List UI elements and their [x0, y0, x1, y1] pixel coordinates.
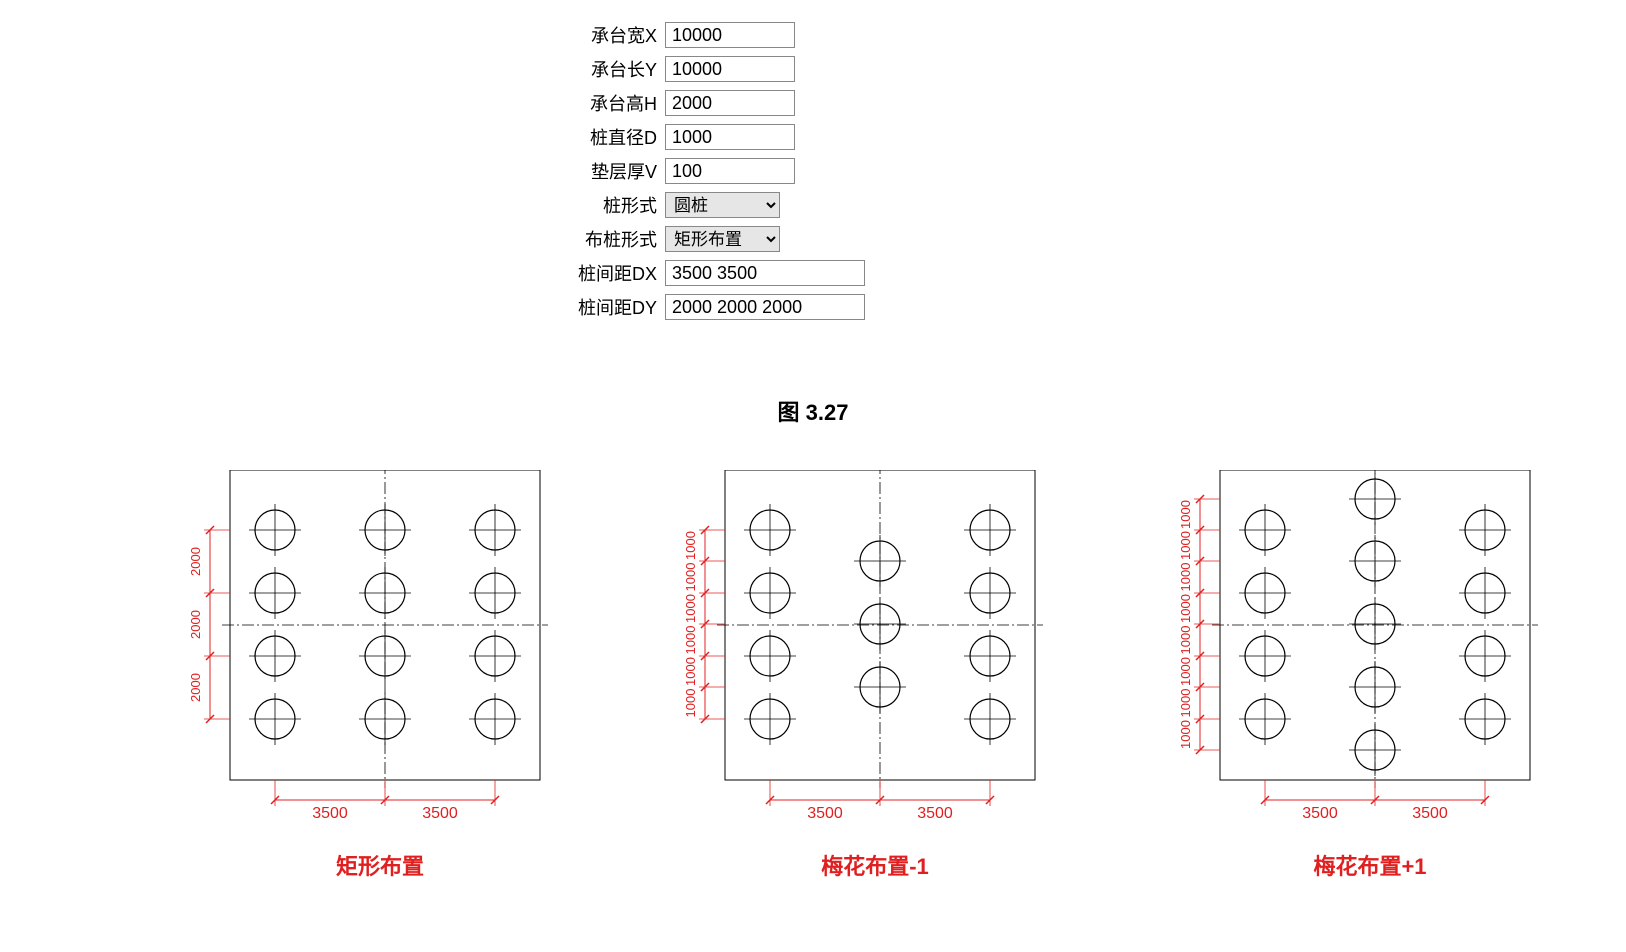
diagram-caption: 梅花布置+1 [1313, 849, 1426, 881]
form-row: 垫层厚V [555, 156, 955, 186]
form-row: 布桩形式矩形布置 [555, 224, 955, 254]
svg-text:1000: 1000 [1178, 626, 1193, 655]
diagram-svg: 3500 3500 1000 1000 1000 1000 1000 1000 1000 1000 [1160, 470, 1580, 845]
form-row: 桩直径D [555, 122, 955, 152]
svg-text:3500: 3500 [807, 805, 843, 822]
svg-text:3500: 3500 [422, 805, 458, 822]
diagram-svg: 3500 3500 1000 1000 1000 1000 1000 1000 [665, 470, 1085, 845]
svg-text:1000: 1000 [683, 531, 698, 560]
svg-text:1000: 1000 [1178, 594, 1193, 623]
svg-text:2000: 2000 [188, 547, 203, 576]
form-row: 桩间距DY [555, 292, 955, 322]
svg-text:1000: 1000 [1178, 720, 1193, 749]
diagram-panel: 3500 3500 2000 2000 2000 矩形布置 [170, 470, 590, 881]
svg-text:3500: 3500 [1412, 805, 1448, 822]
diagram-svg: 3500 3500 2000 2000 2000 [170, 470, 590, 845]
svg-text:2000: 2000 [188, 610, 203, 639]
form-select[interactable]: 圆桩 [665, 192, 780, 218]
form-label: 桩直径D [555, 124, 665, 150]
form-label: 桩间距DY [555, 294, 665, 320]
svg-text:1000: 1000 [683, 594, 698, 623]
form-row: 桩形式圆桩 [555, 190, 955, 220]
figure-label: 图 3.27 [0, 395, 1626, 427]
form-input[interactable] [665, 294, 865, 320]
svg-text:1000: 1000 [1178, 500, 1193, 529]
svg-text:1000: 1000 [683, 563, 698, 592]
diagram-panel: 3500 3500 1000 1000 1000 1000 1000 1000 1000 1000… [1160, 470, 1580, 881]
form-input[interactable] [665, 158, 795, 184]
form-input[interactable] [665, 124, 795, 150]
svg-text:1000: 1000 [683, 689, 698, 718]
form-select[interactable]: 矩形布置 [665, 226, 780, 252]
form-row: 承台宽X [555, 20, 955, 50]
diagram-caption: 梅花布置-1 [821, 849, 929, 881]
svg-text:3500: 3500 [1302, 805, 1338, 822]
form-label: 承台高H [555, 90, 665, 116]
form-label: 桩形式 [555, 192, 665, 218]
svg-text:1000: 1000 [1178, 657, 1193, 686]
form-label: 承台长Y [555, 56, 665, 82]
svg-text:3500: 3500 [917, 805, 953, 822]
svg-text:2000: 2000 [188, 673, 203, 702]
svg-text:3500: 3500 [312, 805, 348, 822]
form-label: 桩间距DX [555, 260, 665, 286]
form-row: 承台长Y [555, 54, 955, 84]
svg-text:1000: 1000 [1178, 689, 1193, 718]
diagram-panel: 3500 3500 1000 1000 1000 1000 1000 1000 梅花布置-1 [665, 470, 1085, 881]
form-label: 垫层厚V [555, 158, 665, 184]
parameter-form: 承台宽X承台长Y承台高H桩直径D垫层厚V桩形式圆桩布桩形式矩形布置桩间距DX桩间… [555, 20, 955, 326]
form-input[interactable] [665, 22, 795, 48]
svg-text:1000: 1000 [1178, 563, 1193, 592]
svg-text:1000: 1000 [683, 626, 698, 655]
form-input[interactable] [665, 260, 865, 286]
form-input[interactable] [665, 90, 795, 116]
form-label: 承台宽X [555, 22, 665, 48]
diagram-caption: 矩形布置 [336, 849, 424, 881]
form-row: 桩间距DX [555, 258, 955, 288]
svg-text:1000: 1000 [1178, 531, 1193, 560]
svg-text:1000: 1000 [683, 657, 698, 686]
form-input[interactable] [665, 56, 795, 82]
form-label: 布桩形式 [555, 226, 665, 252]
form-row: 承台高H [555, 88, 955, 118]
diagram-row: 3500 3500 2000 2000 2000 矩形布置 3500 3500 1000 1000… [170, 470, 1580, 881]
